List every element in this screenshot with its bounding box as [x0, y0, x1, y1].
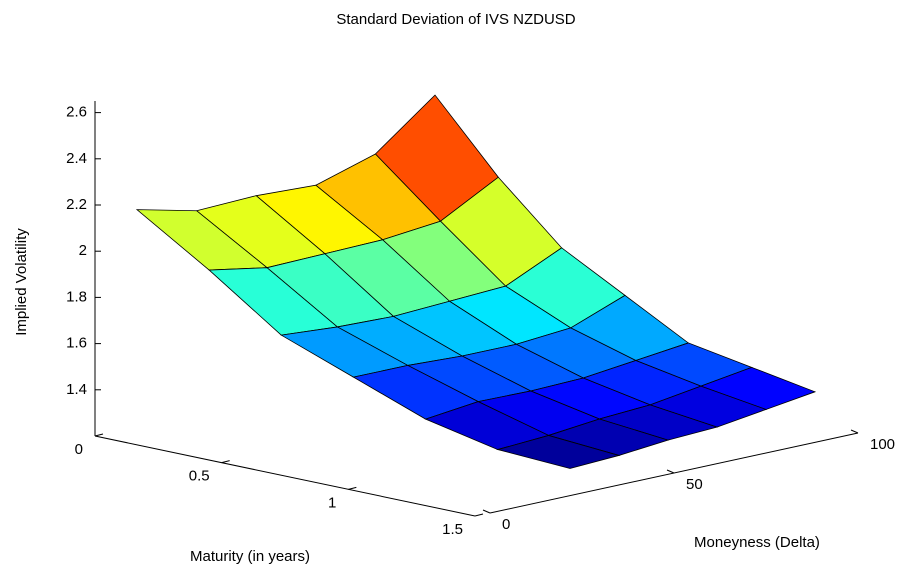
y-tick-label: 1.5	[442, 521, 463, 538]
z-axis-label: Implied Volatility	[13, 228, 30, 336]
z-tick-label: 1.4	[66, 381, 87, 398]
y-tick	[348, 486, 357, 490]
y-tick-label: 0	[75, 441, 83, 458]
y-tick-label: 1	[328, 494, 336, 511]
y-tick	[221, 460, 230, 464]
x-tick	[850, 429, 859, 434]
x-tick	[482, 509, 491, 514]
surface-face	[496, 435, 621, 469]
x-tick	[666, 469, 675, 474]
chart-title: Standard Deviation of IVS NZDUSD	[336, 11, 575, 28]
x-axis-label: Moneyness (Delta)	[694, 534, 820, 551]
y-axis-label: Maturity (in years)	[190, 548, 310, 565]
z-tick-label: 2	[79, 242, 87, 259]
y-axis	[94, 435, 476, 517]
y-tick-label: 0.5	[189, 468, 210, 485]
z-tick-label: 2.4	[66, 150, 87, 167]
z-tick-label: 2.2	[66, 196, 87, 213]
z-tick-label: 1.6	[66, 335, 87, 352]
y-tick	[474, 513, 484, 517]
z-tick-label: 2.6	[66, 104, 87, 121]
x-tick-label: 0	[502, 516, 510, 533]
x-tick-label: 100	[870, 436, 895, 453]
x-tick-label: 50	[686, 476, 703, 493]
y-tick	[94, 433, 104, 437]
z-tick-label: 1.8	[66, 288, 87, 305]
